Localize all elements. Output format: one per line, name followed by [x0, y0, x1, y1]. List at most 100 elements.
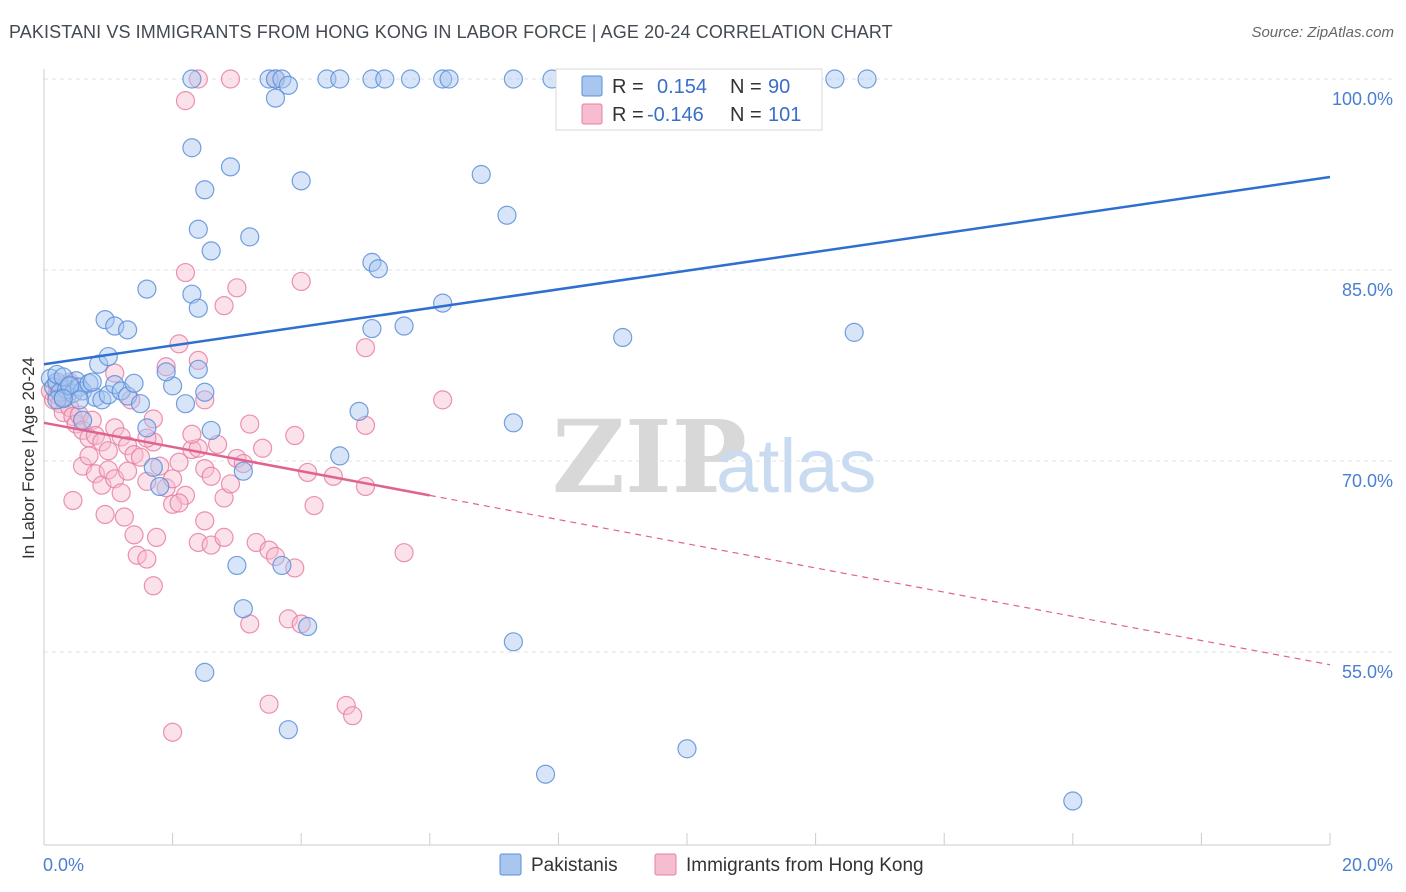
pakistanis-point-44 — [182, 138, 202, 158]
legend-r-label-1: R = — [612, 76, 644, 98]
hongkong-point-58 — [163, 494, 183, 514]
pakistanis-point-33 — [175, 394, 196, 414]
pakistanis-point-40 — [188, 359, 208, 379]
pakistanis-point-29 — [163, 376, 183, 396]
pakistanis-point-14 — [98, 385, 118, 405]
pakistanis-point-74 — [394, 316, 414, 336]
pakistanis-point-27 — [143, 457, 163, 477]
pakistanis-point-86 — [272, 555, 292, 576]
legend-n-value-2: 101 — [768, 104, 801, 126]
hongkong-trend-line — [43, 421, 431, 497]
hongkong-point-89 — [175, 262, 196, 283]
hongkong-point-86 — [182, 424, 202, 444]
pakistanis-point-89 — [278, 720, 298, 740]
hongkong-point-44 — [214, 488, 234, 508]
pakistanis-point-80 — [535, 764, 556, 784]
hongkong-point-79 — [343, 706, 363, 726]
hongkong-point-92 — [291, 271, 311, 292]
pakistanis-point-70 — [182, 69, 202, 89]
trend-lines — [43, 175, 1331, 666]
pakistanis-point-46 — [188, 219, 208, 239]
pakistanis-point-18 — [130, 394, 151, 414]
hongkong-point-63 — [214, 527, 234, 548]
pakistanis-point-43 — [188, 298, 208, 318]
legend-r-label-2: R = — [612, 104, 644, 126]
y-tick-label-0: 100.0% — [1332, 89, 1393, 109]
pakistanis-point-56 — [330, 69, 350, 89]
pakistanis-trend-line — [43, 175, 1331, 366]
pakistanis-point-72 — [368, 259, 388, 279]
pakistanis-point-48 — [220, 157, 241, 177]
hongkong-point-43 — [208, 434, 228, 455]
pakistanis-point-23 — [69, 390, 89, 410]
pakistanis-point-84 — [1063, 791, 1083, 811]
pakistanis-point-57 — [291, 171, 311, 191]
hongkong-point-72 — [355, 476, 376, 497]
y-tick-label-1: 85.0% — [1342, 280, 1393, 300]
pakistanis-point-42 — [182, 284, 202, 304]
pakistanis-point-49 — [240, 227, 260, 247]
pakistanis-point-78 — [503, 413, 523, 433]
hongkong-point-61 — [195, 511, 215, 531]
pakistanis-point-62 — [439, 69, 459, 89]
pakistanis-point-39 — [156, 362, 176, 382]
stats-legend: R = 0.154 N = 90 R = -0.146 N = 101 — [555, 68, 823, 131]
pakistanis-point-26 — [124, 373, 144, 393]
pakistanis-point-54 — [265, 88, 286, 108]
bottom-legend-hongkong: Immigrants from Hong Kong — [686, 855, 924, 876]
pakistanis-point-35 — [105, 316, 125, 336]
hongkong-point-95 — [188, 69, 208, 89]
y-tick-label-3: 55.0% — [1342, 662, 1393, 682]
watermark-zip: ZIP — [552, 398, 747, 516]
pakistanis-point-85 — [227, 555, 247, 576]
legend-r-value-2: -0.146 — [647, 104, 704, 126]
pakistanis-point-88 — [298, 616, 318, 637]
hongkong-point-78 — [163, 722, 183, 742]
hongkong-point-90 — [214, 296, 234, 316]
bottom-legend-swatch-hongkong — [654, 853, 677, 876]
hongkong-point-25 — [85, 464, 106, 484]
axes — [43, 69, 1331, 846]
hongkong-point-59 — [169, 493, 189, 513]
pakistanis-point-11 — [79, 373, 99, 393]
hongkong-point-29 — [111, 483, 131, 503]
hongkong-point-12 — [82, 410, 102, 430]
hongkong-point-42 — [201, 466, 221, 486]
pakistanis-point-30 — [47, 390, 67, 410]
pakistanis-point-82 — [677, 739, 697, 759]
hongkong-point-9 — [69, 405, 89, 425]
pakistanis-point-63 — [503, 69, 523, 89]
legend-swatch-pakistanis — [581, 75, 603, 97]
hongkong-point-88 — [195, 390, 215, 410]
data-points — [40, 69, 1083, 811]
pakistanis-point-81 — [613, 327, 633, 348]
legend-n-label-1: N = — [730, 76, 762, 98]
pakistanis-point-87 — [233, 599, 253, 619]
pakistanis-point-36 — [117, 320, 138, 340]
hongkong-point-53 — [124, 525, 144, 545]
pakistanis-point-90 — [195, 662, 215, 682]
hongkong-point-68 — [278, 609, 298, 629]
pakistanis-point-94 — [201, 420, 221, 441]
pakistanis-point-59 — [375, 69, 395, 89]
hongkong-point-49 — [253, 438, 273, 458]
hongkong-point-84 — [156, 357, 176, 377]
series-legend: Pakistanis Immigrants from Hong Kong — [499, 853, 924, 876]
pakistanis-point-28 — [150, 476, 170, 497]
pakistanis-point-77 — [497, 205, 517, 225]
hongkong-point-24 — [79, 446, 99, 466]
hongkong-point-56 — [146, 527, 167, 548]
hongkong-trend-line-extension — [429, 494, 1331, 666]
watermark-atlas: atlas — [716, 424, 877, 509]
pakistanis-point-38 — [137, 279, 157, 299]
hongkong-point-55 — [137, 549, 157, 569]
y-tick-labels: 100.0% 85.0% 70.0% 55.0% — [1332, 89, 1393, 682]
pakistanis-point-92 — [349, 401, 369, 421]
pakistanis-point-41 — [195, 382, 215, 402]
hongkong-point-45 — [220, 474, 241, 494]
source-label: Source: ZipAtlas.com — [1251, 24, 1394, 41]
pakistanis-point-68 — [825, 69, 845, 89]
hongkong-point-50 — [63, 490, 83, 511]
bottom-legend-pakistanis: Pakistanis — [531, 855, 618, 876]
legend-n-value-1: 90 — [768, 76, 790, 98]
